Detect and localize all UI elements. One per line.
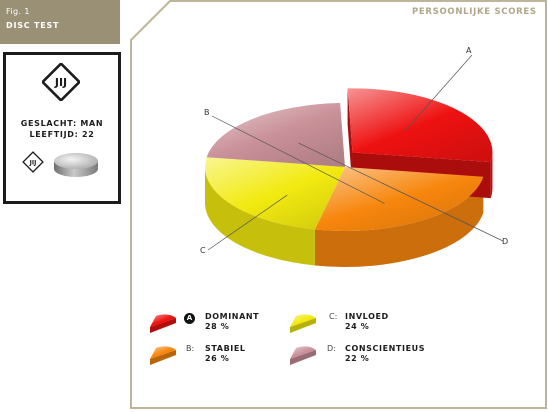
legend-c-name: INVLOED xyxy=(345,312,389,321)
legend-b-name: STABIEL xyxy=(205,344,246,353)
legend-a-value: 28 % xyxy=(205,322,230,331)
leader-line-c xyxy=(207,194,288,251)
pie-label-a: A xyxy=(466,46,472,55)
legend-a-name: DOMINANT xyxy=(205,312,260,321)
pie-slice-a xyxy=(347,88,493,163)
disc-icon xyxy=(54,153,98,177)
legend-c-letter: C: xyxy=(329,312,338,321)
profile-panel: JIJ GESLACHT: MAN LEEFTIJD: 22 JIJ xyxy=(3,52,121,204)
figure-title: DISC TEST xyxy=(6,21,60,30)
legend-d-letter: D: xyxy=(327,344,336,353)
figure-label-box: Fig. 1 DISC TEST xyxy=(0,0,120,44)
chart-heading: PERSOONLIJKE SCORES xyxy=(412,7,537,17)
legend-icon-a xyxy=(150,314,176,333)
legend-d-name: CONSCIENTIEUS xyxy=(345,344,426,353)
pie-slice-b xyxy=(314,167,484,231)
legend-icon-d xyxy=(290,346,316,365)
jij-logo-icon: JIJ xyxy=(42,63,80,101)
svg-text:JIJ: JIJ xyxy=(29,160,37,167)
figure-number: Fig. 1 xyxy=(6,7,30,16)
pie-label-c: C xyxy=(200,246,206,255)
legend-icon-c xyxy=(290,314,316,333)
leader-line-d xyxy=(298,142,504,242)
age-line: LEEFTIJD: 22 xyxy=(29,130,95,139)
legend-icon-b xyxy=(150,346,176,365)
pie-chart xyxy=(205,88,493,267)
legend-b-letter: B: xyxy=(186,344,195,353)
legend-d-value: 22 % xyxy=(345,354,370,363)
logo-text: JIJ xyxy=(54,76,67,89)
pie-leader-lines xyxy=(207,54,504,251)
pie-side-a xyxy=(490,152,493,199)
legend-icons xyxy=(150,314,316,365)
legend-c-value: 24 % xyxy=(345,322,370,331)
pie-slice-d xyxy=(206,103,345,167)
gender-line: GESLACHT: MAN xyxy=(20,119,104,128)
pie-label-d: D xyxy=(502,237,509,246)
legend-a-circle: A xyxy=(184,313,195,324)
pie-slice-c xyxy=(205,157,345,230)
leader-line-b xyxy=(211,115,385,204)
jij-small-logo-icon: JIJ xyxy=(22,151,44,173)
pie-label-b: B xyxy=(204,108,210,117)
legend-b-value: 26 % xyxy=(205,354,230,363)
pie-cut-0-a xyxy=(347,88,353,189)
pie-side-b xyxy=(314,176,484,267)
pie-side-c xyxy=(205,167,315,266)
leader-line-a xyxy=(404,54,473,132)
